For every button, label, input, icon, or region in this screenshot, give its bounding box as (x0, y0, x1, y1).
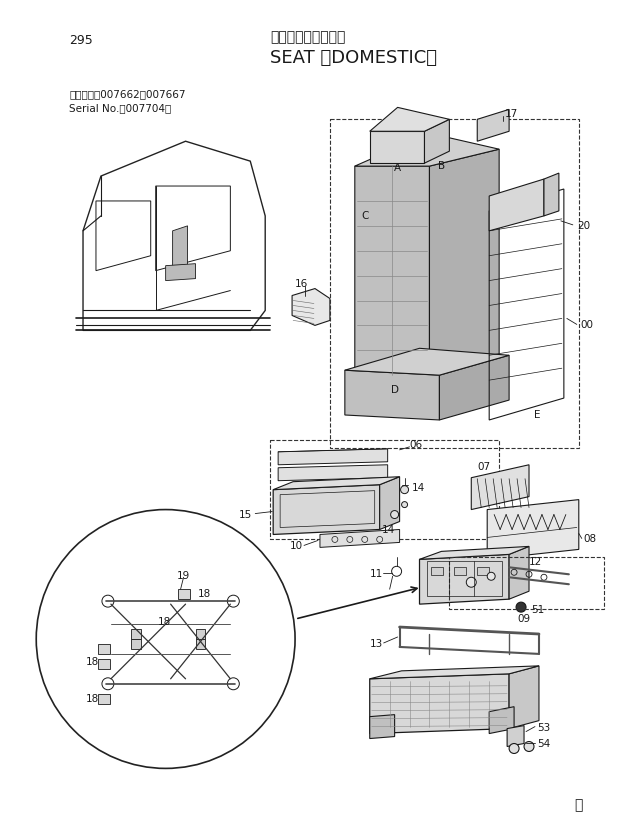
Text: 14: 14 (412, 483, 425, 493)
Text: 15: 15 (238, 509, 252, 519)
Text: 適用号機　007662～007667: 適用号機 007662～007667 (69, 89, 185, 99)
Circle shape (228, 678, 239, 690)
Text: 14: 14 (382, 524, 395, 534)
Polygon shape (489, 179, 544, 231)
Text: 54: 54 (537, 739, 550, 748)
Polygon shape (379, 476, 400, 529)
Polygon shape (544, 173, 559, 216)
Circle shape (516, 602, 526, 612)
Polygon shape (370, 108, 450, 131)
Polygon shape (507, 725, 524, 747)
Text: 18: 18 (157, 617, 171, 627)
Bar (270, 440, 499, 539)
Text: ⓜ: ⓜ (575, 798, 583, 812)
Text: 20: 20 (577, 221, 590, 231)
Text: 08: 08 (584, 534, 597, 544)
Text: 51: 51 (531, 605, 544, 615)
Polygon shape (430, 149, 499, 375)
Polygon shape (440, 356, 509, 420)
Circle shape (228, 595, 239, 607)
Polygon shape (273, 485, 379, 534)
Circle shape (102, 678, 114, 690)
Bar (477, 567, 489, 576)
Bar (450, 557, 604, 609)
Text: B: B (438, 161, 445, 171)
Text: 17: 17 (505, 109, 518, 119)
Bar (98, 659, 110, 669)
Bar (131, 639, 141, 649)
Circle shape (524, 742, 534, 752)
Polygon shape (355, 166, 430, 375)
Text: SEAT 〈DOMESTIC〉: SEAT 〈DOMESTIC〉 (270, 49, 437, 67)
Bar (432, 567, 443, 576)
Polygon shape (320, 529, 400, 547)
Circle shape (466, 577, 476, 587)
Polygon shape (509, 547, 529, 600)
Polygon shape (370, 715, 394, 739)
Polygon shape (489, 707, 514, 734)
Polygon shape (345, 348, 509, 375)
Text: D: D (391, 385, 399, 395)
Text: 10: 10 (290, 542, 303, 552)
Text: 16: 16 (295, 279, 308, 289)
Text: 18: 18 (198, 589, 211, 600)
Polygon shape (425, 119, 450, 163)
Text: 53: 53 (537, 723, 550, 733)
Text: 11: 11 (370, 569, 383, 579)
Bar (131, 629, 141, 639)
Text: 18: 18 (86, 694, 99, 704)
Bar (195, 639, 205, 649)
Text: 07: 07 (477, 461, 490, 471)
Polygon shape (477, 109, 509, 141)
Polygon shape (420, 554, 509, 605)
Polygon shape (278, 449, 388, 465)
Bar (330, 119, 579, 448)
Text: シート〈国内仕様〉: シート〈国内仕様〉 (270, 30, 345, 44)
Polygon shape (370, 131, 425, 163)
Text: 13: 13 (370, 639, 383, 649)
Text: Serial No.　007704～: Serial No. 007704～ (69, 103, 171, 113)
Text: 295: 295 (69, 34, 93, 46)
Circle shape (36, 509, 295, 768)
Bar (98, 694, 110, 704)
Polygon shape (345, 370, 440, 420)
Text: E: E (534, 410, 540, 420)
Circle shape (402, 502, 407, 508)
Text: 00: 00 (581, 320, 594, 331)
Bar (177, 589, 190, 600)
Text: 12: 12 (529, 557, 542, 567)
Polygon shape (273, 476, 400, 490)
Polygon shape (166, 264, 195, 280)
Circle shape (487, 572, 495, 581)
Bar (195, 629, 205, 639)
Polygon shape (471, 465, 529, 509)
Bar (427, 562, 502, 596)
Polygon shape (370, 666, 539, 679)
Circle shape (509, 743, 519, 753)
Text: 19: 19 (177, 571, 190, 581)
Polygon shape (370, 674, 509, 734)
Polygon shape (172, 226, 188, 270)
Circle shape (401, 485, 409, 494)
Text: 09: 09 (518, 614, 531, 624)
Polygon shape (278, 465, 388, 480)
Text: 18: 18 (86, 657, 99, 667)
Circle shape (102, 595, 114, 607)
Circle shape (38, 512, 293, 767)
Polygon shape (355, 133, 499, 166)
Circle shape (391, 510, 399, 519)
Text: 06: 06 (410, 440, 423, 450)
Polygon shape (420, 547, 529, 559)
Text: A: A (394, 163, 401, 173)
Polygon shape (487, 500, 579, 559)
Polygon shape (509, 666, 539, 729)
Bar (98, 644, 110, 654)
Polygon shape (292, 289, 330, 325)
Text: C: C (361, 211, 369, 221)
Bar (454, 567, 466, 576)
